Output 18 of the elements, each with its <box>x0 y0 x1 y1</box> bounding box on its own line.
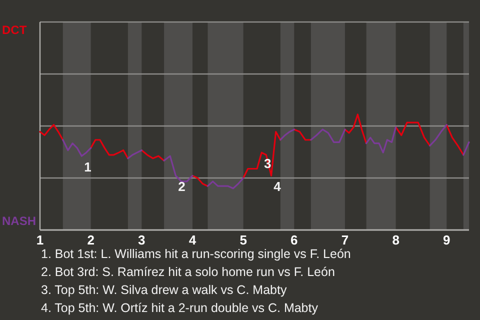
x-tick-label: 7 <box>341 232 349 248</box>
x-tick-label: 9 <box>443 232 450 248</box>
text: 2. Bot 3rd: S. Ramírez hit a solo home run vs F. León <box>41 265 335 279</box>
text: 3. Top 5th: W. Silva drew a walk vs C. Mabty <box>41 283 288 297</box>
text: NASH <box>2 214 36 228</box>
text: 4. Top 5th: W. Ortíz hit a 2-run double vs C. Mabty <box>41 301 319 315</box>
annotation: 4 <box>274 179 282 194</box>
x-tick-label: 5 <box>240 232 247 248</box>
text: 1. Bot 1st: L. Williams hit a run-scoring single vs F. León <box>41 247 351 261</box>
x-tick-label: 4 <box>188 232 197 248</box>
x-tick-label: 6 <box>290 232 298 248</box>
x-tick-label: 3 <box>138 232 146 248</box>
annotation: 2 <box>178 179 186 194</box>
x-tick-label: 8 <box>392 232 400 248</box>
x-tick-label: 1 <box>36 232 44 248</box>
annotation: 1 <box>84 160 92 175</box>
text: DCT <box>2 23 28 37</box>
x-tick-label: 2 <box>87 232 94 248</box>
